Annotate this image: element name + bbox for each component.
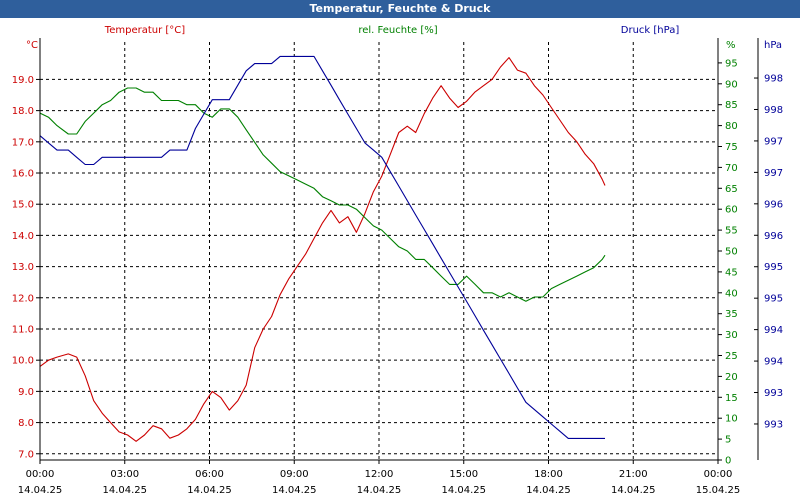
x-tick-date: 15.04.25	[696, 485, 741, 496]
humidity-tick-label: 0	[725, 456, 731, 467]
temp-tick-label: 7.0	[18, 449, 34, 460]
x-tick-date: 14.04.25	[441, 485, 486, 496]
humidity-tick-label: 15	[725, 393, 738, 404]
temp-tick-label: 16.0	[12, 169, 34, 180]
x-tick-date: 14.04.25	[18, 485, 63, 496]
legend-humidity: rel. Feuchte [%]	[358, 25, 437, 36]
series-line-temperature	[39, 57, 606, 442]
pressure-unit-label: hPa	[764, 40, 782, 51]
x-tick-time: 03:00	[110, 469, 139, 480]
series-lines	[39, 55, 606, 442]
x-tick-time: 00:00	[704, 469, 733, 480]
x-tick-date: 14.04.25	[357, 485, 402, 496]
pressure-tick-label: 998	[764, 74, 783, 85]
x-tick-date: 14.04.25	[526, 485, 571, 496]
x-tick-time: 18:00	[534, 469, 563, 480]
temp-tick-label: 19.0	[12, 75, 34, 86]
humidity-tick-label: 50	[725, 247, 738, 258]
grid	[40, 42, 718, 460]
x-tick-date: 14.04.25	[272, 485, 317, 496]
humidity-tick-label: 30	[725, 330, 738, 341]
x-tick-time: 21:00	[619, 469, 648, 480]
temp-unit-label: °C	[26, 40, 38, 51]
pressure-tick-label: 996	[764, 199, 783, 210]
humidity-tick-label: 20	[725, 372, 738, 383]
pressure-tick-label: 993	[764, 419, 783, 430]
x-tick-time: 06:00	[195, 469, 224, 480]
x-tick-time: 09:00	[280, 469, 309, 480]
series-line-humidity	[39, 87, 606, 302]
humidity-tick-label: 65	[725, 184, 738, 195]
humidity-tick-label: 60	[725, 205, 738, 216]
humidity-tick-label: 80	[725, 121, 738, 132]
temp-tick-label: 17.0	[12, 137, 34, 148]
chart: 7.0 8.0 9.0 10.0 11.0 12.0 13.0 14.0 15.0 16.0 17.…	[12, 25, 783, 496]
temp-tick-label: 11.0	[12, 324, 34, 335]
series-line-pressure	[39, 55, 605, 439]
humidity-unit-label: %	[726, 40, 736, 51]
temp-tick-label: 9.0	[18, 387, 34, 398]
legend-pressure: Druck [hPa]	[621, 25, 680, 36]
pressure-tick-label: 997	[764, 168, 783, 179]
temp-tick-label: 13.0	[12, 262, 34, 273]
pressure-tick-label: 995	[764, 262, 783, 273]
humidity-tick-label: 75	[725, 142, 738, 153]
humidity-tick-label: 90	[725, 79, 738, 90]
humidity-tick-label: 25	[725, 351, 738, 362]
x-tick-time: 12:00	[365, 469, 394, 480]
temp-tick-label: 10.0	[12, 356, 34, 367]
temp-tick-label: 15.0	[12, 200, 34, 211]
humidity-tick-label: 35	[725, 309, 738, 320]
humidity-tick-label: 40	[725, 288, 738, 299]
humidity-tick-label: 70	[725, 163, 738, 174]
pressure-tick-label: 993	[764, 388, 783, 399]
humidity-tick-label: 85	[725, 100, 738, 111]
x-tick-date: 14.04.25	[102, 485, 147, 496]
x-tick-date: 14.04.25	[611, 485, 656, 496]
pressure-tick-label: 995	[764, 294, 783, 305]
x-tick-date: 14.04.25	[187, 485, 232, 496]
humidity-tick-label: 10	[725, 414, 738, 425]
pressure-tick-label: 998	[764, 105, 783, 116]
x-tick-time: 00:00	[26, 469, 55, 480]
humidity-tick-label: 55	[725, 226, 738, 237]
temp-tick-label: 12.0	[12, 293, 34, 304]
pressure-tick-label: 997	[764, 136, 783, 147]
legend-temperature: Temperatur [°C]	[104, 25, 185, 36]
x-tick-time: 15:00	[449, 469, 478, 480]
humidity-tick-label: 45	[725, 267, 738, 278]
humidity-tick-label: 95	[725, 58, 738, 69]
pressure-tick-label: 994	[764, 357, 783, 368]
chart-title: Temperatur, Feuchte & Druck	[0, 0, 800, 18]
pressure-tick-label: 994	[764, 325, 783, 336]
axes	[36, 38, 759, 464]
temp-tick-label: 8.0	[18, 418, 34, 429]
pressure-tick-label: 996	[764, 231, 783, 242]
temp-tick-label: 14.0	[12, 231, 34, 242]
axis-labels: 7.0 8.0 9.0 10.0 11.0 12.0 13.0 14.0 15.0 16.0 17.…	[12, 25, 783, 496]
humidity-tick-label: 5	[725, 435, 731, 446]
temp-tick-label: 18.0	[12, 106, 34, 117]
